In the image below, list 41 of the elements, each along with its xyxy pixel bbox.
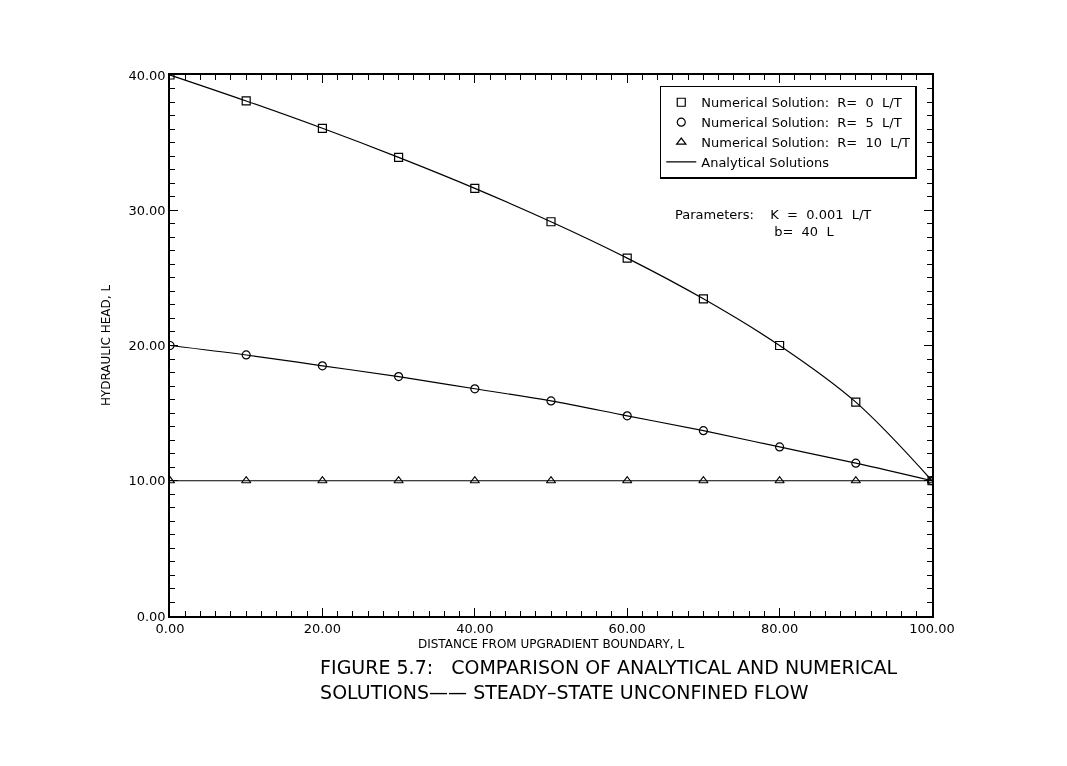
point — [317, 361, 327, 371]
point — [698, 426, 708, 436]
y-tick-label: 40.00 — [128, 67, 166, 83]
point — [393, 476, 404, 484]
point — [394, 372, 404, 382]
point — [775, 442, 785, 452]
y-tick-label: 10.00 — [128, 473, 166, 489]
annotation: Parameters: K = 0.001 L/T b= 40 L — [675, 207, 872, 239]
legend-label: Numerical Solution: R= 5 L/T — [701, 115, 902, 131]
legend-label: Numerical Solution: R= 0 L/T — [701, 95, 902, 111]
point — [698, 476, 709, 484]
point — [546, 396, 556, 406]
point — [622, 411, 632, 421]
point — [698, 294, 708, 304]
x-tick-label: 100.00 — [909, 621, 955, 637]
point — [394, 152, 404, 162]
y-axis-title: HYDRAULIC HEAD, L — [99, 284, 114, 407]
x-tick-label: 60.00 — [608, 621, 646, 637]
x-tick-label: 80.00 — [760, 621, 799, 637]
y-tick-label: 20.00 — [128, 338, 166, 354]
point — [774, 476, 785, 484]
point — [546, 217, 556, 227]
point — [317, 476, 328, 484]
point — [470, 183, 480, 193]
point — [470, 384, 480, 394]
point — [851, 397, 861, 407]
legend-label: Analytical Solutions — [701, 155, 830, 171]
y-tick-label: 0.00 — [136, 608, 166, 624]
point — [622, 253, 632, 263]
y-tick-label: 30.00 — [128, 202, 166, 218]
point — [241, 96, 251, 106]
point — [317, 123, 327, 133]
point — [775, 340, 785, 351]
x-tick-label: 0.00 — [155, 621, 185, 637]
point — [851, 458, 861, 468]
x-tick-label: 20.00 — [303, 621, 342, 637]
text: FIGURE 5.7: COMPARISON OF ANALYTICAL AND NUMERICAL SOLUTIONS—— STEADY–STATE UNCONFINED FLOW — [320, 656, 898, 703]
point — [241, 350, 251, 360]
x-tick-label: 40.00 — [456, 621, 494, 637]
x-axis-title: DISTANCE FROM UPGRADIENT BOUNDARY, L — [417, 636, 685, 651]
legend-label: Numerical Solution: R= 10 L/T — [701, 135, 910, 151]
